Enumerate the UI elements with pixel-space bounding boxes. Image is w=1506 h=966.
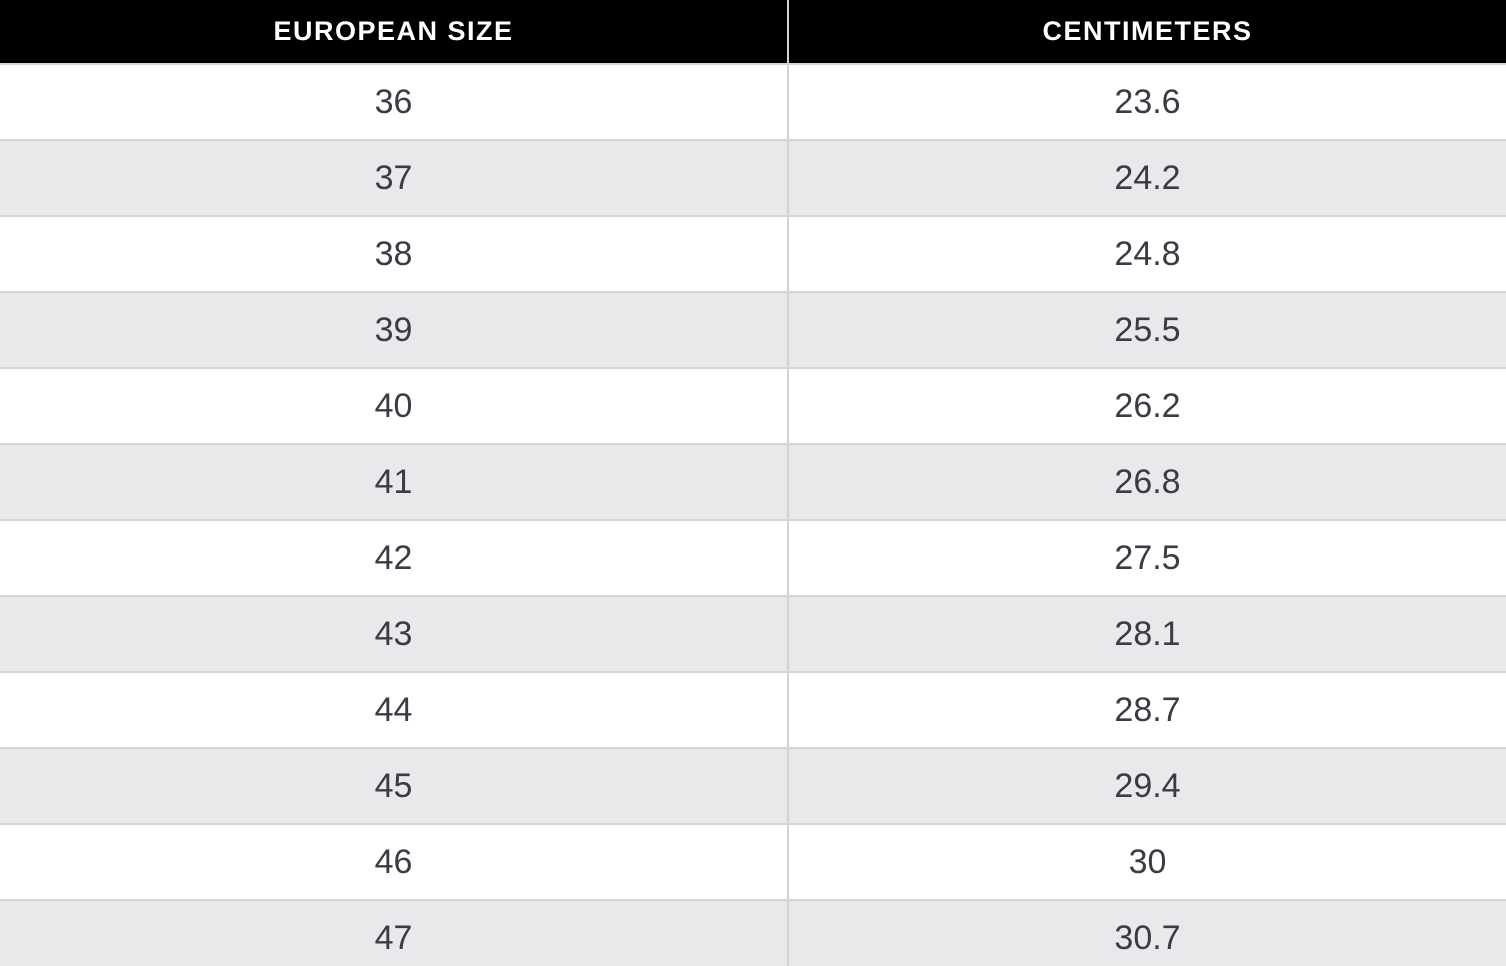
table-row: 43 28.1 xyxy=(0,595,1506,671)
table-row: 38 24.8 xyxy=(0,215,1506,291)
table-row: 46 30 xyxy=(0,823,1506,899)
table-row: 42 27.5 xyxy=(0,519,1506,595)
cell-centimeters: 24.8 xyxy=(1114,234,1181,273)
table-row: 37 24.2 xyxy=(0,139,1506,215)
cell-european-size: 39 xyxy=(0,293,789,367)
cell-centimeters: 29.4 xyxy=(1114,766,1181,805)
cell-european-size: 41 xyxy=(0,445,789,519)
cell-european-size: 47 xyxy=(0,901,789,966)
cell-centimeters: 27.5 xyxy=(1114,538,1181,577)
cell-european-size: 40 xyxy=(0,369,789,443)
cell-centimeters: 26.2 xyxy=(1114,386,1181,425)
cell-european-size: 38 xyxy=(0,217,789,291)
table-row: 36 23.6 xyxy=(0,63,1506,139)
cell-european-size: 44 xyxy=(0,673,789,747)
cell-centimeters: 28.1 xyxy=(1114,614,1181,653)
table-row: 45 29.4 xyxy=(0,747,1506,823)
cell-centimeters: 28.7 xyxy=(1114,690,1181,729)
table-row: 40 26.2 xyxy=(0,367,1506,443)
cell-european-size: 37 xyxy=(0,141,789,215)
cell-european-size: 36 xyxy=(0,65,789,139)
cell-european-size: 42 xyxy=(0,521,789,595)
column-header-european-size: EUROPEAN SIZE xyxy=(0,0,789,63)
column-header-centimeters: CENTIMETERS xyxy=(1042,16,1253,46)
table-body: 36 23.6 37 24.2 38 24.8 39 25.5 40 26.2 41 26.8 42 27… xyxy=(0,63,1506,966)
cell-centimeters: 26.8 xyxy=(1114,462,1181,501)
cell-centimeters: 25.5 xyxy=(1114,310,1181,349)
cell-european-size: 45 xyxy=(0,749,789,823)
table-row: 44 28.7 xyxy=(0,671,1506,747)
cell-centimeters: 23.6 xyxy=(1114,82,1181,121)
table-header-row: EUROPEAN SIZE CENTIMETERS xyxy=(0,0,1506,63)
cell-european-size: 46 xyxy=(0,825,789,899)
table-row: 41 26.8 xyxy=(0,443,1506,519)
table-row: 47 30.7 xyxy=(0,899,1506,966)
cell-european-size: 43 xyxy=(0,597,789,671)
cell-centimeters: 30.7 xyxy=(1114,918,1181,957)
cell-centimeters: 30 xyxy=(1128,842,1167,881)
table-row: 39 25.5 xyxy=(0,291,1506,367)
cell-centimeters: 24.2 xyxy=(1114,158,1181,197)
